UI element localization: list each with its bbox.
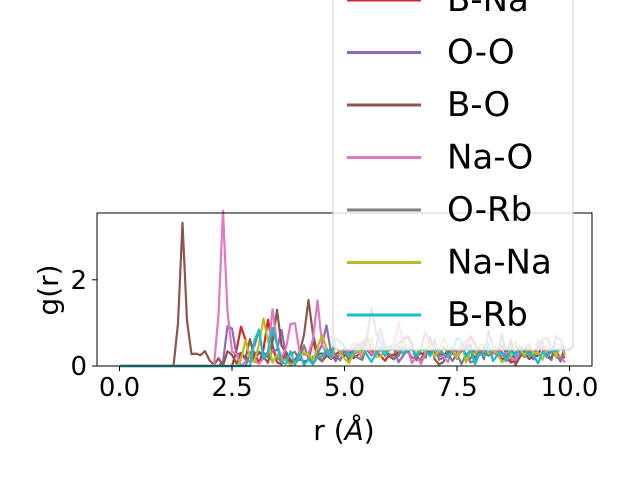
x-axis-label: r (Å) [313,413,374,447]
x-tick-label: 10.0 [541,373,599,403]
x-tick-label: 2.5 [211,373,252,403]
y-tick-label: 2 [70,266,87,296]
x-tick-label: 0.0 [99,373,140,403]
legend: B-Na O-O B-O Na-O O-Rb Na-Na B-Rb [332,0,574,351]
legend-label: O-Rb [447,190,532,230]
y-axis-ticks: 02 [70,266,97,382]
legend-label: B-Na [447,0,529,20]
legend-label: O-O [447,33,515,73]
legend-label: B-O [447,85,510,125]
legend-label: B-Rb [447,295,528,335]
x-tick-label: 5.0 [324,373,365,403]
x-axis-ticks: 0.0 2.5 5.0 7.5 10.0 [99,366,599,403]
x-tick-label: 7.5 [436,373,477,403]
legend-label: Na-O [447,138,533,178]
y-axis-label: g(r) [32,264,65,315]
y-tick-label: 0 [70,352,87,382]
legend-label: Na-Na [447,243,552,283]
